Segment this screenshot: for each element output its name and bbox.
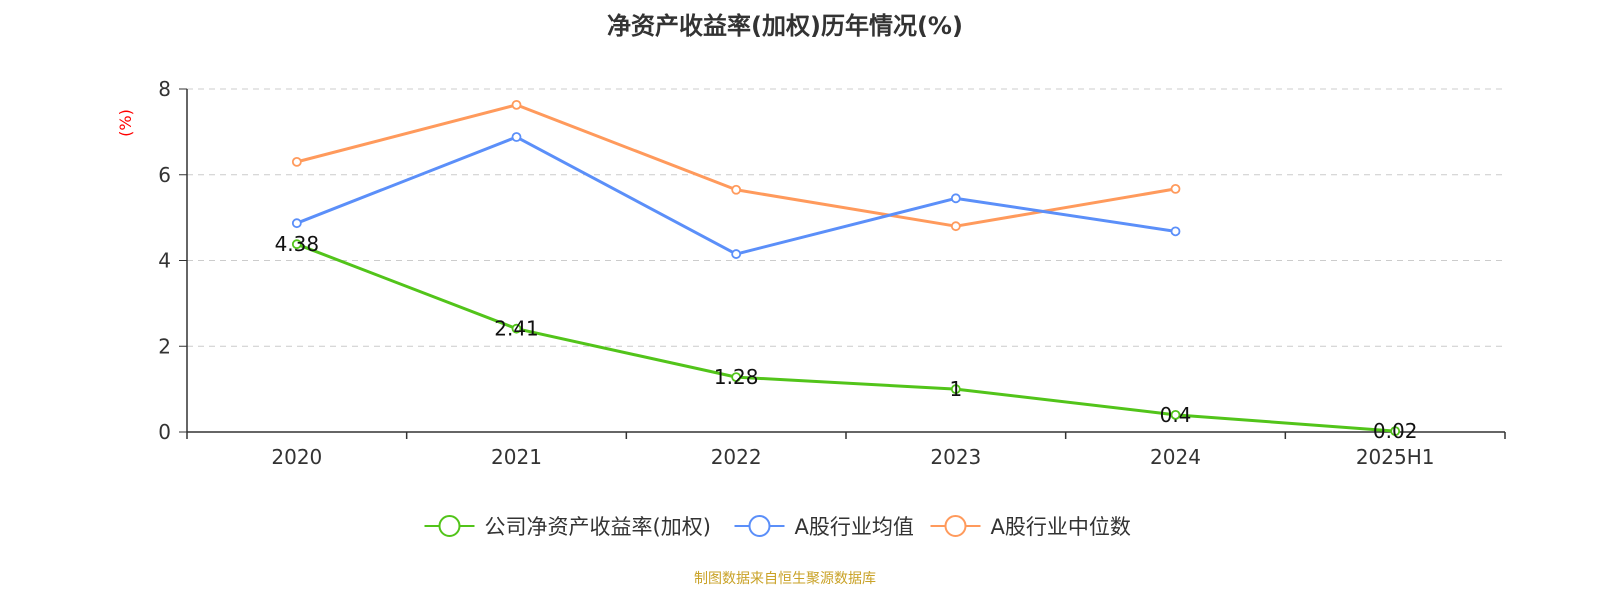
data-label: 0.02 bbox=[1373, 419, 1418, 443]
data-point bbox=[291, 239, 302, 250]
legend-circle-icon bbox=[748, 515, 771, 537]
y-tick-label: 0 bbox=[158, 420, 171, 444]
x-tick-label: 2020 bbox=[271, 445, 322, 469]
data-point bbox=[950, 193, 961, 204]
data-point bbox=[511, 323, 522, 334]
data-point bbox=[731, 372, 742, 383]
x-tick-label: 2021 bbox=[491, 445, 542, 469]
legend-circle-icon bbox=[438, 515, 461, 537]
y-tick-label: 2 bbox=[158, 334, 171, 358]
y-axis-label: (%) bbox=[116, 109, 135, 137]
series-line bbox=[296, 242, 1396, 433]
data-point bbox=[511, 99, 522, 110]
x-tick-label: 2025H1 bbox=[1356, 445, 1435, 469]
data-point bbox=[1170, 183, 1181, 194]
legend-circle-icon bbox=[944, 515, 967, 537]
series-line bbox=[296, 103, 1176, 228]
legend-label: A股行业中位数 bbox=[991, 515, 1131, 539]
data-label: 1 bbox=[949, 377, 962, 401]
data-label: 0.4 bbox=[1160, 403, 1192, 427]
y-tick-label: 6 bbox=[158, 163, 171, 187]
data-label: 1.28 bbox=[714, 365, 759, 389]
data-point bbox=[1390, 426, 1401, 437]
data-label: 4.38 bbox=[275, 232, 320, 256]
x-tick-label: 2023 bbox=[930, 445, 981, 469]
data-point bbox=[291, 218, 302, 229]
x-tick-label: 2024 bbox=[1150, 445, 1201, 469]
data-point bbox=[731, 249, 742, 259]
y-tick-label: 4 bbox=[158, 249, 171, 273]
series-line bbox=[296, 135, 1176, 256]
legend-label: A股行业均值 bbox=[795, 515, 914, 539]
data-point bbox=[950, 384, 961, 395]
data-point bbox=[731, 184, 742, 195]
legend-label: 公司净资产收益率(加权) bbox=[485, 515, 711, 539]
source-note: 制图数据来自恒生聚源数据库 bbox=[694, 571, 876, 587]
chart-title: 净资产收益率(加权)历年情况(%) bbox=[607, 12, 963, 40]
x-tick-label: 2022 bbox=[711, 445, 762, 469]
data-point bbox=[1170, 409, 1181, 420]
data-point bbox=[511, 132, 522, 142]
data-label: 2.41 bbox=[494, 317, 539, 341]
y-tick-label: 8 bbox=[158, 77, 171, 101]
data-point bbox=[291, 156, 302, 167]
data-point bbox=[1170, 226, 1181, 237]
data-point bbox=[950, 221, 961, 232]
